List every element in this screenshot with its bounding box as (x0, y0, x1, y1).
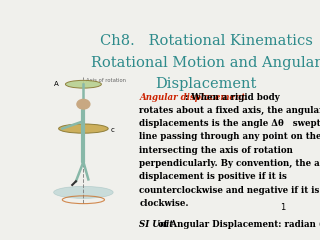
Text: rotates about a fixed axis, the angular: rotates about a fixed axis, the angular (139, 106, 320, 115)
Text: displacements is the angle Δθ   swept out by a: displacements is the angle Δθ swept out … (139, 119, 320, 128)
Text: displacement is positive if it is: displacement is positive if it is (139, 172, 287, 181)
Text: A: A (54, 81, 59, 87)
Circle shape (77, 99, 90, 109)
Text: 1: 1 (280, 203, 285, 212)
Text: c: c (111, 126, 115, 132)
Text: of Angular Displacement: radian (rad): of Angular Displacement: radian (rad) (155, 220, 320, 229)
Ellipse shape (59, 124, 108, 133)
Text: counterclockwise and negative if it is: counterclockwise and negative if it is (139, 186, 320, 195)
Text: clockwise.: clockwise. (139, 199, 189, 208)
Text: Ch8.   Rotational Kinematics: Ch8. Rotational Kinematics (100, 34, 313, 48)
Ellipse shape (65, 80, 101, 88)
Text: : When a rigid body: : When a rigid body (185, 93, 280, 102)
Text: Axis of rotation: Axis of rotation (86, 78, 126, 83)
Text: Displacement: Displacement (156, 77, 257, 91)
Text: Rotational Motion and Angular: Rotational Motion and Angular (91, 56, 320, 70)
Ellipse shape (54, 186, 113, 198)
Text: Angular displacement: Angular displacement (139, 93, 245, 102)
Text: SI Unit: SI Unit (139, 220, 173, 229)
Text: intersecting the axis of rotation: intersecting the axis of rotation (139, 146, 293, 155)
Text: line passing through any point on the body and: line passing through any point on the bo… (139, 132, 320, 141)
Text: perpendicularly. By convention, the angular: perpendicularly. By convention, the angu… (139, 159, 320, 168)
